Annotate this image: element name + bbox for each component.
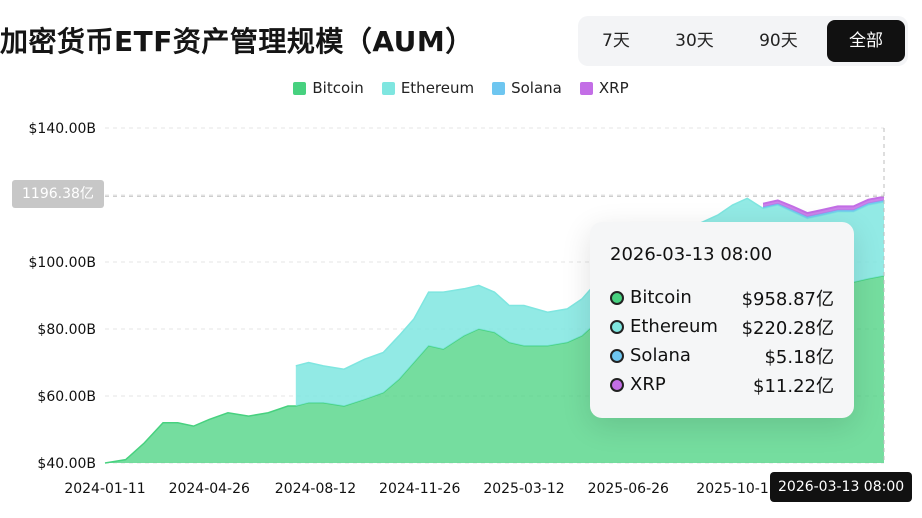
legend-label-xrp: XRP	[598, 79, 629, 97]
legend-label-ethereum: Ethereum	[400, 79, 475, 97]
legend-label-solana: Solana	[511, 79, 562, 97]
x-tick-label: 2024-01-11	[64, 481, 145, 497]
range-90d-button[interactable]: 90天	[759, 31, 798, 51]
x-tick-label: 2024-08-12	[275, 481, 356, 497]
tooltip-dot-ethereum	[610, 319, 624, 334]
x-tick-label: 2025-06-26	[588, 481, 669, 497]
y-tick-label: $100.00B	[29, 255, 97, 271]
tooltip-time: 2026-03-13 08:00	[610, 244, 773, 265]
tooltip-row-bitcoin: Bitcoin $958.87亿	[610, 283, 834, 312]
tooltip-value: $11.22亿	[753, 375, 834, 397]
x-tick-label: 2024-04-26	[169, 481, 250, 497]
legend-item-bitcoin[interactable]: Bitcoin	[293, 79, 364, 97]
y-tick-label: $80.00B	[37, 322, 96, 338]
range-30d-button[interactable]: 30天	[675, 31, 714, 51]
x-tick-label: 2025-10-1	[696, 481, 768, 497]
legend-item-xrp[interactable]: XRP	[579, 79, 629, 97]
tooltip-name: Solana	[630, 345, 691, 366]
y-tick-label: $60.00B	[37, 389, 96, 405]
page-title: 加密货币ETF资产管理规模（AUM）	[0, 25, 474, 58]
tooltip-dot-xrp	[610, 377, 624, 392]
y-tick-label: $40.00B	[37, 456, 96, 472]
tooltip-value: $5.18亿	[764, 346, 834, 368]
tooltip-dot-solana	[610, 348, 624, 363]
legend-label-bitcoin: Bitcoin	[312, 79, 364, 97]
chart-legend: Bitcoin Ethereum Solana XRP	[0, 79, 922, 97]
chart-tooltip: 2026-03-13 08:00 Bitcoin $958.87亿 Ethere…	[590, 222, 854, 418]
tooltip-row-xrp: XRP $11.22亿	[610, 370, 834, 399]
legend-swatch-solana	[492, 81, 506, 95]
tooltip-value: $958.87亿	[741, 288, 834, 310]
tooltip-name: XRP	[630, 374, 666, 395]
crosshair-x-label: 2026-03-13 08:00	[770, 472, 913, 502]
range-all-button[interactable]: 全部	[827, 20, 905, 62]
x-tick-label: 2024-11-26	[379, 481, 460, 497]
tooltip-dot-bitcoin	[610, 290, 624, 305]
range-7d-button[interactable]: 7天	[602, 31, 630, 51]
y-tick-label: $140.00B	[29, 121, 97, 137]
legend-swatch-bitcoin	[293, 81, 307, 95]
legend-swatch-xrp	[579, 81, 593, 95]
time-range-selector: 7天 30天 90天 全部	[578, 16, 908, 66]
area-xrp	[763, 196, 884, 217]
area-solana	[763, 200, 884, 219]
tooltip-name: Bitcoin	[630, 287, 692, 308]
crosshair-y-label: 1196.38亿	[12, 180, 104, 208]
legend-item-solana[interactable]: Solana	[492, 79, 562, 97]
x-tick-label: 2025-03-12	[483, 481, 564, 497]
tooltip-row-ethereum: Ethereum $220.28亿	[610, 312, 834, 341]
legend-item-ethereum[interactable]: Ethereum	[381, 79, 475, 97]
tooltip-name: Ethereum	[630, 316, 718, 337]
legend-swatch-ethereum	[381, 81, 395, 95]
line-xrp	[762, 195, 885, 215]
tooltip-row-solana: Solana $5.18亿	[610, 341, 834, 370]
tooltip-value: $220.28亿	[741, 317, 834, 339]
